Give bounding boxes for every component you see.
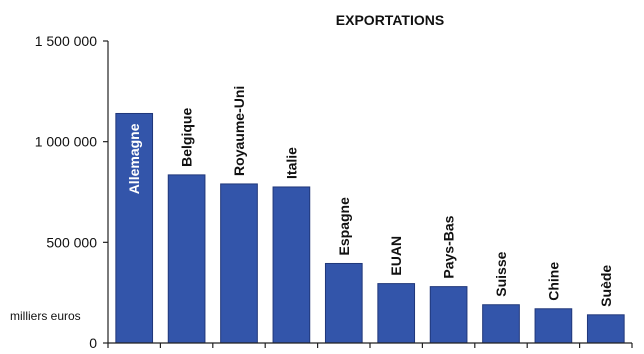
y-tick-label: 1 500 000 [35,33,97,49]
bar [482,304,520,344]
bar [534,308,573,344]
bar [167,174,206,344]
bar-category-label: Pays-Bas [441,215,457,278]
bar [586,314,625,344]
bar [324,262,363,344]
bar-category-label: Suède [598,265,614,307]
y-tick-label: 1 000 000 [35,134,97,150]
chart-title: EXPORTATIONS [336,12,444,28]
bar-category-label: Belgique [179,108,195,167]
bar [429,286,468,344]
y-tick-label: 0 [89,335,97,351]
bar-category-label: EUAN [388,236,404,276]
bars: Allemagne Belgique Royaume-Uni Italie Espagn… [115,86,625,344]
bar-category-label: Chine [545,262,561,301]
y-axis: 1 500 000 1 000 000 500 000 0 [35,33,109,351]
y-tick-label: 500 000 [46,234,97,250]
bar-category-label: Suisse [493,251,509,296]
bar-category-label: Italie [283,147,299,179]
bar-category-label: Allemagne [126,123,142,194]
bar [115,112,154,344]
bar [377,283,416,344]
bar-category-label: Espagne [336,197,352,256]
bar [272,186,311,344]
bar [220,183,258,344]
x-axis [107,342,633,348]
y-unit-label: milliers euros [10,309,81,323]
bar-category-label: Royaume-Uni [231,86,247,176]
